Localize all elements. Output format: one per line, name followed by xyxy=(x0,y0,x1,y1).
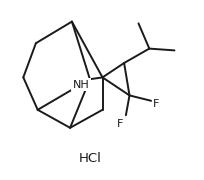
Text: F: F xyxy=(153,99,159,109)
Text: HCl: HCl xyxy=(78,152,101,165)
Text: F: F xyxy=(117,119,123,129)
Text: NH: NH xyxy=(72,80,89,90)
